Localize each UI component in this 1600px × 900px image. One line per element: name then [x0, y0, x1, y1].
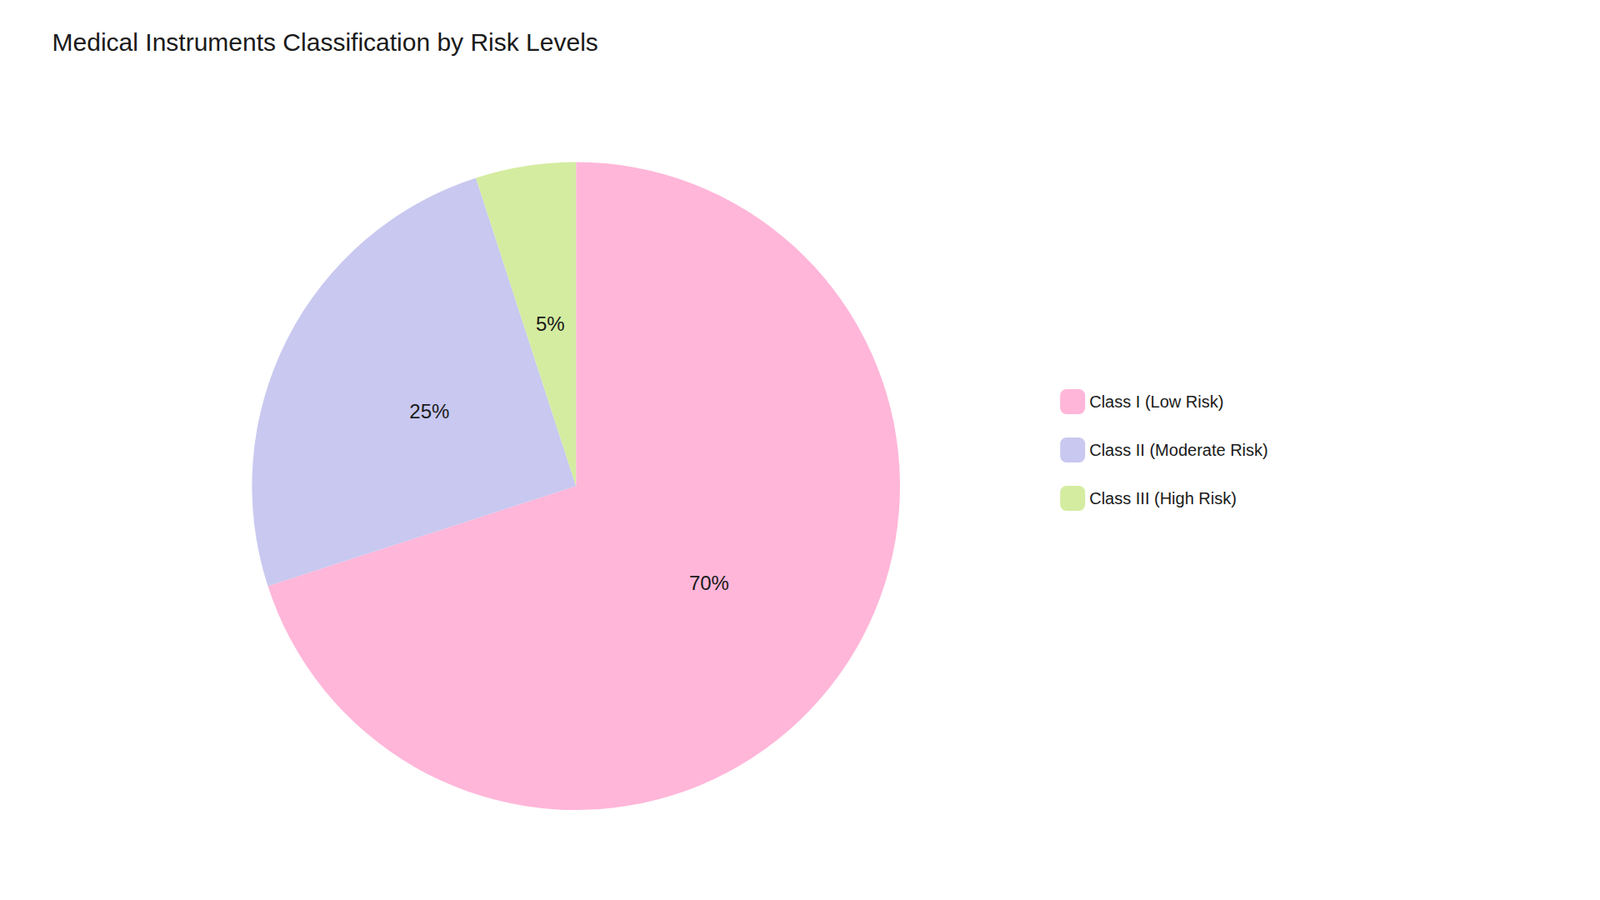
- svg-text:Class I (Low Risk): Class I (Low Risk): [1089, 392, 1224, 411]
- svg-text:25%: 25%: [409, 400, 450, 423]
- svg-text:70%: 70%: [689, 571, 730, 595]
- svg-text:5%: 5%: [535, 312, 565, 335]
- svg-text:Medical Instruments Classifica: Medical Instruments Classification by Ri…: [52, 28, 599, 56]
- svg-text:Class III (High Risk): Class III (High Risk): [1089, 489, 1237, 508]
- svg-text:Class II (Moderate Risk): Class II (Moderate Risk): [1089, 440, 1269, 460]
